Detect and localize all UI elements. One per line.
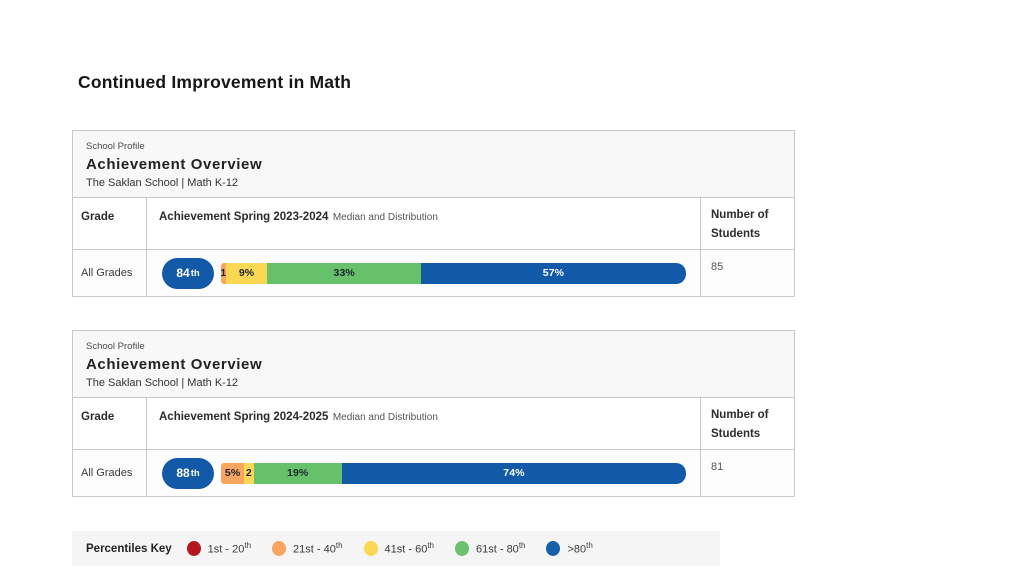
legend-item: 1st - 20th <box>186 541 252 556</box>
median-suffix: th <box>190 267 200 279</box>
bar-segment-2: 9% <box>225 262 268 284</box>
median-suffix: th <box>190 467 200 479</box>
bar-segment-4: 57% <box>420 262 686 284</box>
bar-segment-3: 19% <box>253 462 342 484</box>
percentiles-legend-items: 1st - 20th 21st - 40th 41st - 60th 61st - 8… <box>186 541 593 556</box>
achievement-panel-2023-2024: School Profile Achievement Overview The … <box>72 130 795 297</box>
grade-cell: All Grades <box>73 250 147 296</box>
bar-segment-3: 33% <box>267 262 421 284</box>
column-header-grade: Grade <box>73 198 147 249</box>
students-cell: 81 <box>711 461 724 473</box>
legend-title: Percentiles Key <box>86 542 172 555</box>
legend-label: >80th <box>567 541 593 556</box>
legend-label: 41st - 60th <box>384 541 434 556</box>
bar-segment-label: 2 <box>245 467 252 479</box>
panel-subtitle: The Saklan School | Math K-12 <box>86 177 239 189</box>
panel-subtitle: The Saklan School | Math K-12 <box>86 377 239 389</box>
median-value: 84 <box>176 266 190 280</box>
bar-segment-4: 74% <box>341 462 686 484</box>
bar-segment-label: 57% <box>542 267 565 279</box>
legend-label: 21st - 40th <box>293 541 343 556</box>
legend-color-dot <box>546 541 561 556</box>
distribution-stacked-bar: 1 9% 33% 57% <box>220 262 686 284</box>
bar-segment-label: 19% <box>287 467 309 479</box>
column-header-grade: Grade <box>73 398 147 449</box>
bar-segment-label: 1 <box>220 267 227 279</box>
grade-cell: All Grades <box>73 450 147 496</box>
legend-item: 41st - 60th <box>363 541 434 556</box>
median-value: 88 <box>176 466 190 480</box>
table-header-row: Grade Achievement Spring 2024-2025 Media… <box>73 398 794 450</box>
students-cell: 85 <box>711 261 724 273</box>
legend-color-dot <box>186 541 201 556</box>
bar-segment-1: 1 <box>220 262 227 284</box>
slide-title: Continued Improvement in Math <box>78 72 352 92</box>
percentiles-key-legend: Percentiles Key 1st - 20th 21st - 40th 41s… <box>72 531 720 566</box>
bar-segment-2: 2 <box>244 462 254 484</box>
column-header-students: Number of Students <box>711 209 769 241</box>
report-eyebrow: School Profile <box>86 141 145 152</box>
legend-item: 21st - 40th <box>272 541 343 556</box>
panel-title: Achievement Overview <box>86 156 263 173</box>
report-eyebrow: School Profile <box>86 341 145 352</box>
legend-color-dot <box>363 541 378 556</box>
bar-segment-label: 33% <box>333 267 355 279</box>
bar-segment-label: 5% <box>224 467 241 479</box>
bar-segment-1: 5% <box>221 462 245 484</box>
legend-label: 1st - 20th <box>207 541 252 556</box>
bar-segment-label: 9% <box>238 267 255 279</box>
bar-segment-label: 74% <box>503 467 525 479</box>
achievement-panel-2024-2025: School Profile Achievement Overview The … <box>72 330 795 497</box>
panel-title: Achievement Overview <box>86 356 263 373</box>
legend-color-dot <box>272 541 287 556</box>
table-header-row: Grade Achievement Spring 2023-2024 Media… <box>73 198 794 250</box>
column-header-achievement: Achievement Spring 2023-2024 Median and … <box>147 198 701 249</box>
distribution-stacked-bar: 5% 2 19% 74% <box>221 462 686 484</box>
column-header-students: Number of Students <box>711 409 769 441</box>
panel-header: School Profile Achievement Overview The … <box>73 331 794 398</box>
legend-item: 61st - 80th <box>455 541 525 556</box>
column-header-achievement: Achievement Spring 2024-2025 Median and … <box>147 398 701 449</box>
legend-color-dot <box>455 541 469 556</box>
legend-label: 61st - 80th <box>476 541 526 556</box>
legend-item: >80th <box>546 541 593 556</box>
panel-header: School Profile Achievement Overview The … <box>73 131 794 198</box>
